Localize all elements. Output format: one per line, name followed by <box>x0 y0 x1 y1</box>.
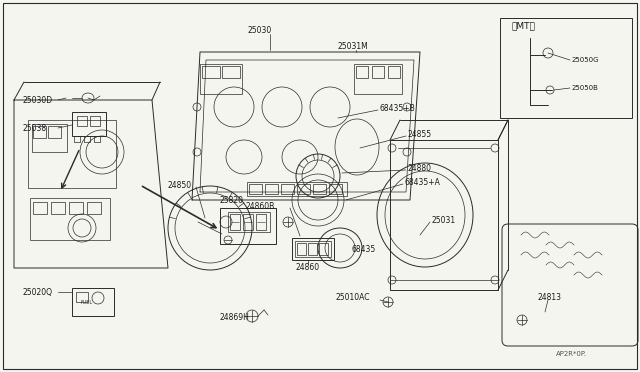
Text: 24869H: 24869H <box>220 314 250 323</box>
Bar <box>220 208 276 244</box>
Bar <box>74 136 80 142</box>
Bar <box>243 214 253 230</box>
Bar <box>247 182 347 196</box>
Text: 25031M: 25031M <box>338 42 369 51</box>
Bar <box>256 214 266 230</box>
Bar <box>297 184 310 194</box>
Bar <box>222 66 240 78</box>
Bar <box>84 136 90 142</box>
Text: 25020Q: 25020Q <box>22 288 52 296</box>
Bar <box>87 202 101 214</box>
Bar <box>388 66 400 78</box>
Bar <box>297 243 306 255</box>
Bar <box>230 214 240 230</box>
Text: （MT）: （MT） <box>512 22 536 31</box>
Bar <box>329 184 342 194</box>
Text: 68435+B: 68435+B <box>380 103 416 112</box>
Text: 24850: 24850 <box>168 180 192 189</box>
Bar <box>30 198 110 240</box>
Text: 68435: 68435 <box>352 246 376 254</box>
Bar <box>249 184 262 194</box>
Text: 68435+A: 68435+A <box>405 177 441 186</box>
Text: 25820: 25820 <box>220 196 244 205</box>
Text: 25050G: 25050G <box>572 57 600 63</box>
Text: FUEL: FUEL <box>80 300 92 305</box>
Bar <box>228 212 270 232</box>
Bar <box>76 292 88 302</box>
Bar <box>292 238 334 260</box>
Bar <box>500 18 632 118</box>
Bar <box>32 124 67 152</box>
Bar <box>72 288 114 316</box>
Bar <box>200 64 242 94</box>
Bar <box>77 116 87 126</box>
Bar <box>94 136 100 142</box>
Bar <box>265 184 278 194</box>
Bar <box>319 243 328 255</box>
Bar <box>313 184 326 194</box>
Bar <box>202 66 220 78</box>
Bar <box>72 112 106 136</box>
Bar <box>28 120 116 188</box>
Text: 24880: 24880 <box>408 164 432 173</box>
Bar <box>281 184 294 194</box>
Bar <box>69 202 83 214</box>
Text: 24855: 24855 <box>408 129 432 138</box>
Bar <box>48 126 61 138</box>
Bar <box>295 241 331 257</box>
Text: AP2R*0P.: AP2R*0P. <box>556 351 587 357</box>
Text: 25038: 25038 <box>22 124 46 132</box>
Bar <box>33 126 46 138</box>
Bar <box>372 66 384 78</box>
Bar <box>51 202 65 214</box>
Bar <box>356 66 368 78</box>
Bar <box>354 64 402 94</box>
Text: 24860: 24860 <box>296 263 320 273</box>
Text: 24813: 24813 <box>538 294 562 302</box>
Text: 25030: 25030 <box>248 26 272 35</box>
Text: 25050B: 25050B <box>572 85 599 91</box>
Text: 25031: 25031 <box>432 215 456 224</box>
Text: 24860B: 24860B <box>246 202 275 211</box>
Text: 25030D: 25030D <box>22 96 52 105</box>
Bar <box>33 202 47 214</box>
Bar <box>308 243 317 255</box>
Bar <box>90 116 100 126</box>
Text: 25010AC: 25010AC <box>336 294 371 302</box>
